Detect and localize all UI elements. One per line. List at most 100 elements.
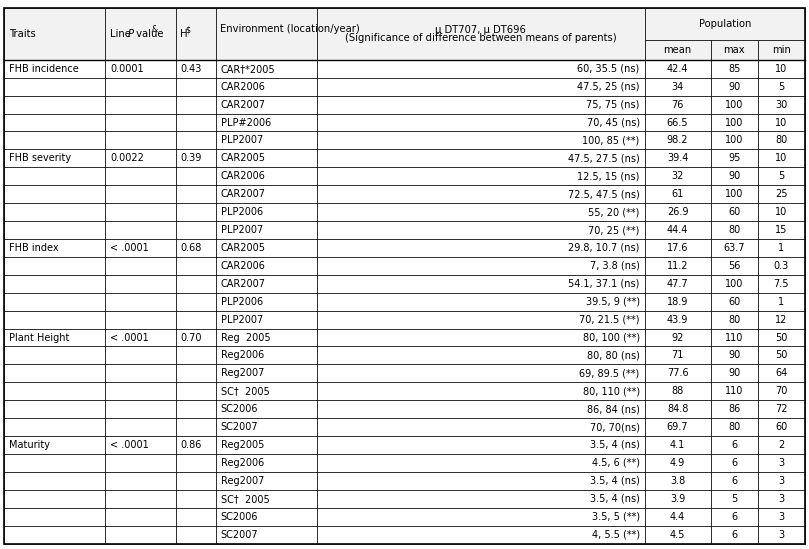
Text: 10: 10 [775,153,787,164]
Bar [710,221,758,239]
Text: 3.5, 4 (ns): 3.5, 4 (ns) [590,476,640,486]
Bar [710,311,758,328]
Bar [216,8,317,60]
Text: 12: 12 [775,315,787,324]
Text: 80: 80 [775,136,787,145]
Bar [216,257,317,275]
Text: 42.4: 42.4 [667,64,688,74]
Text: < .0001: < .0001 [110,333,149,343]
Bar [216,382,317,400]
Text: 100: 100 [725,117,743,127]
Bar [645,418,710,436]
Bar [758,40,805,60]
Bar [4,239,105,257]
Text: 100: 100 [725,99,743,110]
Bar [645,257,710,275]
Text: Population: Population [699,19,751,29]
Bar [317,167,645,185]
Text: 15: 15 [775,225,787,235]
Text: $: $ [185,25,190,34]
Text: 3: 3 [778,512,785,522]
Text: SC2006: SC2006 [221,404,258,414]
Bar [317,311,645,328]
Text: Reg2007: Reg2007 [221,368,264,378]
Text: 6: 6 [731,440,737,450]
Bar [758,365,805,382]
Bar [317,275,645,293]
Text: 6: 6 [731,476,737,486]
Text: 4.1: 4.1 [670,440,685,450]
Bar [176,239,216,257]
Bar [4,167,105,185]
Bar [710,40,758,60]
Text: 60: 60 [728,296,740,307]
Bar [710,114,758,132]
Text: 100, 85 (**): 100, 85 (**) [582,136,640,145]
Bar [645,400,710,418]
Bar [216,328,317,346]
Bar [317,132,645,149]
Text: min: min [772,45,791,55]
Text: 4.5, 6 (**): 4.5, 6 (**) [591,458,640,468]
Bar [105,400,176,418]
Bar [176,328,216,346]
Text: 54.1, 37.1 (ns): 54.1, 37.1 (ns) [569,279,640,289]
Bar [216,346,317,365]
Text: 80, 100 (**): 80, 100 (**) [582,333,640,343]
Bar [176,490,216,508]
Bar [4,60,105,78]
Bar [105,328,176,346]
Text: 70, 70(ns): 70, 70(ns) [590,422,640,432]
Bar [758,60,805,78]
Bar [216,149,317,167]
Bar [216,221,317,239]
Bar [758,185,805,203]
Bar [710,382,758,400]
Bar [105,436,176,454]
Bar [4,472,105,490]
Text: 98.2: 98.2 [667,136,688,145]
Text: 80, 110 (**): 80, 110 (**) [582,386,640,396]
Text: Traits: Traits [9,29,36,39]
Bar [758,96,805,114]
Bar [105,167,176,185]
Bar [645,203,710,221]
Bar [216,365,317,382]
Text: 32: 32 [671,171,684,181]
Text: 47.7: 47.7 [667,279,688,289]
Bar [758,78,805,96]
Bar [645,185,710,203]
Text: 95: 95 [728,153,740,164]
Bar [645,275,710,293]
Text: CAR2007: CAR2007 [221,279,265,289]
Text: 88: 88 [671,386,684,396]
Bar [317,78,645,96]
Text: 3.5, 4 (ns): 3.5, 4 (ns) [590,440,640,450]
Bar [176,203,216,221]
Bar [4,8,105,60]
Bar [216,293,317,311]
Text: 90: 90 [728,368,740,378]
Bar [317,365,645,382]
Text: 70, 21.5 (**): 70, 21.5 (**) [579,315,640,324]
Bar [105,221,176,239]
Bar [4,525,105,544]
Bar [216,508,317,525]
Text: 0.0001: 0.0001 [110,64,144,74]
Bar [4,490,105,508]
Bar [317,149,645,167]
Text: 4.4: 4.4 [670,512,685,522]
Bar [758,328,805,346]
Bar [758,167,805,185]
Bar [758,346,805,365]
Text: 3.5, 4 (ns): 3.5, 4 (ns) [590,494,640,504]
Bar [758,418,805,436]
Bar [710,239,758,257]
Bar [4,149,105,167]
Text: FHB index: FHB index [9,243,58,253]
Bar [710,40,758,60]
Text: 17.6: 17.6 [667,243,688,253]
Text: 80: 80 [728,315,740,324]
Bar [710,472,758,490]
Bar [216,239,317,257]
